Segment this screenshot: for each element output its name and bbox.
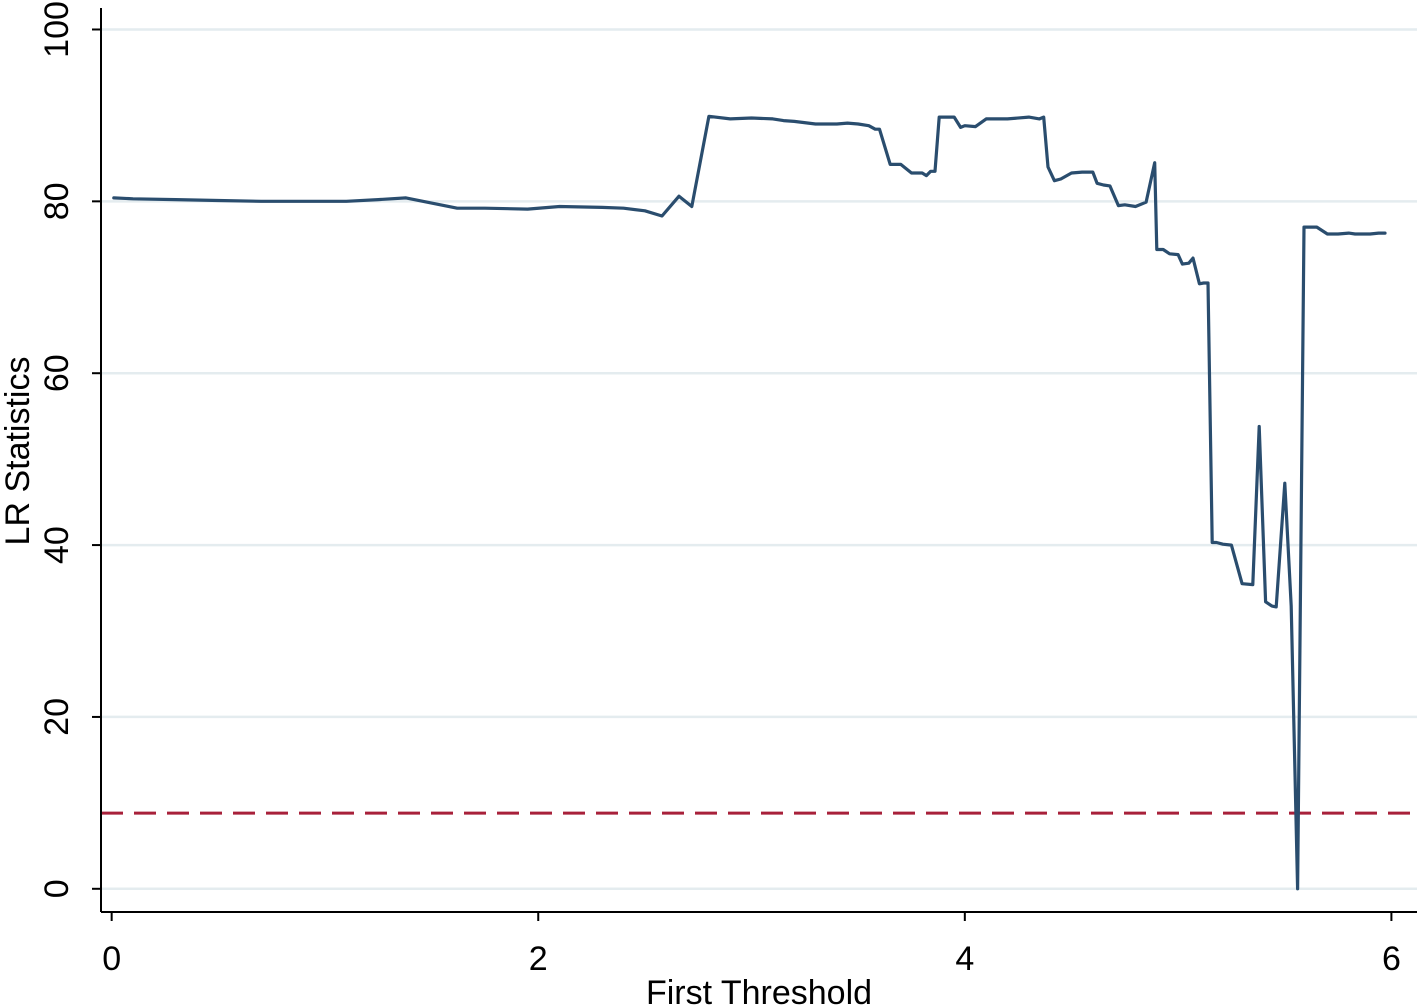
axes (100, 8, 1417, 913)
gridlines (101, 28, 1417, 891)
y-tick-label: 40 (38, 526, 76, 564)
y-tick-label: 100 (38, 1, 76, 58)
x-tick-label: 0 (102, 940, 121, 978)
x-axis-title: First Threshold (646, 974, 872, 1008)
series-line-0 (112, 114, 1387, 891)
y-tick-label: 80 (38, 182, 76, 220)
x-tick-label: 2 (529, 940, 548, 978)
y-axis-title: LR Statistics (0, 357, 37, 546)
y-tick-label: 60 (38, 354, 76, 392)
y-tick-label: 20 (38, 698, 76, 736)
tick-layer: 0 20 40 60 80 100 0 2 4 6 (38, 1, 1401, 978)
x-tick-label: 6 (1382, 940, 1401, 978)
y-tick-label: 0 (38, 879, 76, 898)
x-tick-label: 4 (955, 940, 974, 978)
series-layer (112, 114, 1387, 891)
